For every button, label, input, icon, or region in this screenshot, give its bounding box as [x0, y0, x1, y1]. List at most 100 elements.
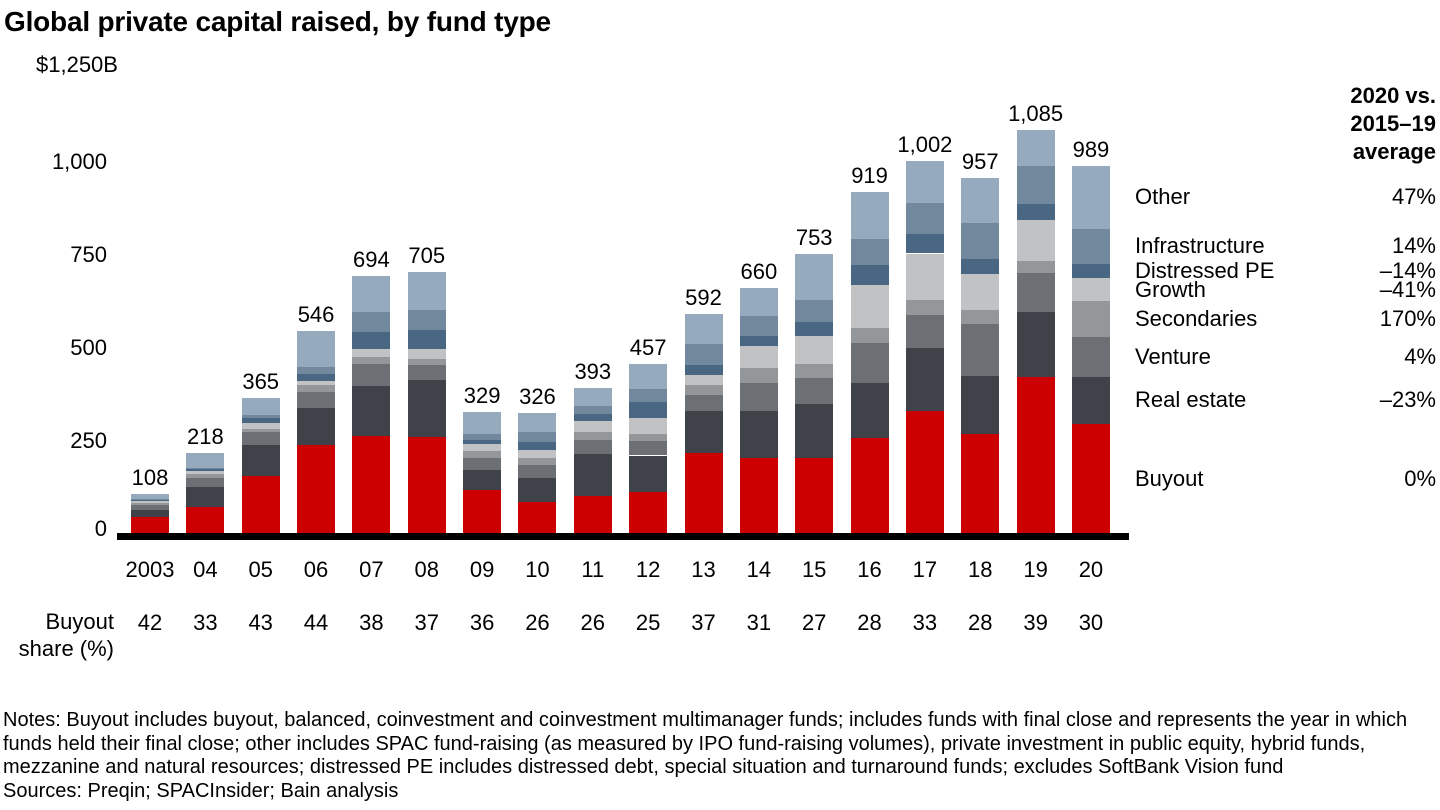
legend-item: Venture 4% [1135, 344, 1436, 370]
bar-segment-buyout [131, 517, 169, 534]
buyout-share-label-line2: share (%) [18, 636, 114, 661]
bar-segment-growth [1016, 220, 1055, 262]
legend-item-label: Infrastructure [1135, 233, 1265, 259]
buyout-share-value: 42 [137, 610, 163, 635]
bar-segment-growth [131, 501, 169, 504]
legend-item: Real estate –23% [1135, 387, 1436, 413]
legend-item: Infrastructure 14% [1135, 233, 1436, 259]
x-tick-label: 18 [968, 557, 993, 582]
buyout-share-value: 30 [1078, 610, 1104, 635]
x-tick-label: 07 [359, 557, 384, 582]
bar-segment-buyout [241, 475, 280, 534]
x-tick-label: 2003 [125, 557, 175, 582]
bar-segment-growth [518, 450, 557, 458]
legend-item-label: Buyout [1135, 465, 1204, 491]
bar-segment-venture [795, 377, 834, 405]
bar-segment-venture [352, 363, 391, 386]
bar-segment-real-estate [1071, 377, 1110, 424]
bar-segment-growth [961, 273, 1000, 311]
legend-item-value: 170% [1379, 306, 1436, 332]
legend-item-value: –23% [1379, 387, 1436, 413]
bar-segment-infrastructure [241, 414, 280, 418]
legend-item-label: Venture [1135, 344, 1211, 370]
bar-segment-distressed-pe [684, 364, 723, 375]
bar-segment-other [739, 288, 778, 317]
bar-segment-infrastructure [850, 238, 889, 265]
bar-segment-buyout [1071, 423, 1110, 534]
bar-segment-venture [518, 464, 557, 478]
x-tick-label: 13 [691, 557, 716, 582]
bar-segment-secondaries [684, 384, 723, 395]
bar-segment-other [186, 452, 225, 468]
bar-segment-growth [297, 380, 336, 386]
bar-total-label: 108 [131, 464, 169, 490]
bar-segment-venture [1071, 337, 1110, 377]
buyout-share-value: 33 [912, 610, 938, 635]
bar-segment-venture [739, 383, 778, 412]
bar-segment-growth [463, 444, 502, 452]
bar-segment-buyout [850, 438, 889, 534]
bar-total-label: 1,085 [1008, 101, 1064, 127]
buyout-share-value: 43 [248, 610, 273, 635]
bar-segment-other [629, 363, 668, 390]
buyout-share-label: Buyout share (%) [2, 608, 114, 662]
buyout-share-value: 28 [857, 610, 882, 635]
bar-segment-secondaries [518, 457, 557, 465]
bar-segment-distressed-pe [518, 442, 557, 451]
bar-segment-other [850, 192, 889, 239]
x-tick-label: 04 [193, 557, 218, 582]
y-tick-label: 0 [94, 516, 107, 541]
bar-segment-venture [684, 394, 723, 412]
bar-segment-distressed-pe [961, 259, 1000, 274]
bar-segment-venture [850, 342, 889, 383]
legend-item-value: 47% [1391, 184, 1436, 210]
bar-segment-growth [629, 417, 668, 434]
bar-segment-infrastructure [352, 311, 391, 332]
bar-segment-growth [407, 349, 446, 359]
buyout-share-value: 25 [635, 610, 661, 635]
legend-item-value: 0% [1404, 465, 1436, 491]
bar-segment-buyout [684, 452, 723, 534]
bar-segment-real-estate [352, 385, 391, 436]
bar-total-label: 694 [353, 246, 390, 272]
bar-segment-buyout [1016, 376, 1055, 534]
bar-segment-venture [905, 314, 944, 348]
bar-segment-other [1071, 166, 1110, 229]
bar-total-label: 326 [519, 383, 556, 409]
bar-segment-growth [684, 374, 723, 385]
legend-item-label: Growth [1135, 276, 1206, 302]
bar-segment-infrastructure [739, 316, 778, 337]
bar-segment-real-estate [629, 455, 668, 492]
bar-segment-secondaries [1071, 301, 1110, 338]
bar-segment-venture [1016, 272, 1055, 312]
bar-segment-buyout [905, 410, 944, 534]
bar-total-label: 753 [795, 224, 833, 250]
bar-total-label: 218 [186, 423, 224, 449]
bar-total-label: 546 [297, 301, 335, 327]
bar-segment-growth [186, 471, 225, 475]
bar-segment-distressed-pe [739, 336, 778, 347]
y-tick-label: 750 [70, 242, 107, 267]
buyout-share-value: 31 [746, 610, 772, 635]
bar-segment-infrastructure [961, 222, 1000, 260]
legend-header-line1: 2020 vs. [1350, 83, 1436, 108]
bar-segment-real-estate [297, 407, 336, 445]
bar-segment-real-estate [961, 375, 1000, 435]
bar-total-label: 329 [463, 382, 501, 408]
y-tick-label: 1,000 [51, 149, 107, 174]
bar-segment-distressed-pe [850, 264, 889, 286]
bar-total-label: 989 [1072, 137, 1110, 163]
bar-segment-other [573, 387, 612, 407]
buyout-share-value: 37 [414, 610, 439, 635]
buyout-share-value: 37 [691, 610, 716, 635]
bar-segment-distressed-pe [1016, 203, 1055, 221]
bar-segment-real-estate [518, 477, 557, 503]
bar-segment-venture [241, 432, 280, 445]
bar-segment-distressed-pe [352, 331, 391, 350]
x-axis-line [117, 533, 1129, 540]
bar-segment-growth [241, 422, 280, 429]
bar-segment-secondaries [463, 451, 502, 458]
x-tick-label: 19 [1023, 557, 1048, 582]
bar-segment-venture [463, 457, 502, 471]
bar-segment-secondaries [961, 310, 1000, 324]
